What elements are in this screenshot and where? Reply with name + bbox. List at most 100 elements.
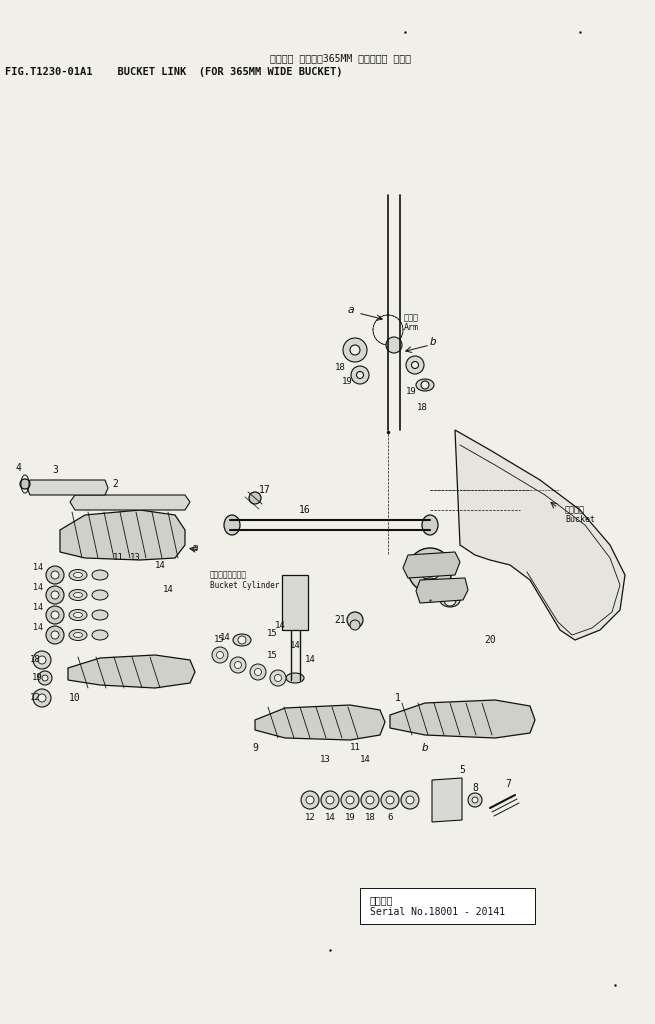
Ellipse shape: [92, 610, 108, 620]
Circle shape: [46, 606, 64, 624]
Circle shape: [421, 381, 429, 389]
Text: 10: 10: [69, 693, 81, 703]
Ellipse shape: [422, 515, 438, 535]
Circle shape: [249, 492, 261, 504]
Bar: [282, 575, 308, 630]
Polygon shape: [432, 778, 462, 822]
Circle shape: [350, 345, 360, 355]
Polygon shape: [70, 495, 190, 510]
Text: 19: 19: [345, 813, 356, 822]
Text: 14: 14: [155, 560, 165, 569]
Text: b: b: [430, 337, 437, 347]
Text: 3: 3: [52, 465, 58, 475]
Text: 14: 14: [305, 655, 315, 665]
Ellipse shape: [92, 590, 108, 600]
Circle shape: [411, 361, 419, 369]
Text: 11: 11: [350, 743, 360, 753]
Text: 18: 18: [30, 655, 41, 665]
Text: 11: 11: [113, 554, 123, 562]
Circle shape: [420, 560, 440, 580]
Text: 14: 14: [274, 621, 286, 630]
Circle shape: [321, 791, 339, 809]
Circle shape: [274, 675, 282, 682]
Polygon shape: [68, 655, 195, 688]
Text: 19: 19: [406, 387, 417, 396]
Circle shape: [346, 796, 354, 804]
Polygon shape: [60, 510, 185, 560]
Circle shape: [406, 796, 414, 804]
Text: 15: 15: [267, 630, 278, 639]
Circle shape: [401, 791, 419, 809]
Circle shape: [412, 552, 448, 588]
Circle shape: [350, 620, 360, 630]
Circle shape: [38, 694, 46, 702]
Text: 9: 9: [252, 743, 258, 753]
Circle shape: [51, 571, 59, 579]
Text: 7: 7: [505, 779, 511, 790]
Ellipse shape: [69, 590, 87, 600]
Ellipse shape: [69, 630, 87, 640]
Text: 13: 13: [320, 756, 330, 765]
Circle shape: [347, 612, 363, 628]
Text: 1: 1: [395, 693, 401, 703]
Circle shape: [406, 356, 424, 374]
Circle shape: [361, 791, 379, 809]
Ellipse shape: [416, 379, 434, 391]
Text: 12: 12: [305, 813, 315, 822]
Circle shape: [425, 585, 435, 595]
Circle shape: [408, 548, 452, 592]
Text: 14: 14: [360, 756, 370, 765]
Text: 12: 12: [30, 693, 41, 702]
Text: 14: 14: [162, 586, 174, 595]
Text: 14: 14: [33, 563, 43, 572]
Circle shape: [343, 338, 367, 362]
Circle shape: [306, 796, 314, 804]
Circle shape: [422, 562, 438, 578]
Text: 14: 14: [33, 624, 43, 633]
Text: バケットシリンダ: バケットシリンダ: [210, 570, 247, 580]
Polygon shape: [416, 578, 468, 603]
Ellipse shape: [233, 634, 251, 646]
Ellipse shape: [92, 630, 108, 640]
Text: 19: 19: [342, 378, 353, 386]
Circle shape: [255, 669, 261, 676]
Circle shape: [468, 793, 482, 807]
Circle shape: [386, 337, 402, 353]
Text: 14: 14: [33, 603, 43, 612]
Ellipse shape: [73, 593, 83, 597]
Text: 18: 18: [417, 402, 428, 412]
Polygon shape: [255, 705, 385, 740]
Bar: [360, 888, 535, 924]
Circle shape: [38, 671, 52, 685]
Circle shape: [46, 626, 64, 644]
Text: 16: 16: [299, 505, 311, 515]
Text: バケット リンク（365MM 幅バケット ヨウ）: バケット リンク（365MM 幅バケット ヨウ）: [270, 53, 411, 63]
Text: 15: 15: [267, 651, 278, 660]
Polygon shape: [403, 552, 460, 578]
Circle shape: [42, 675, 48, 681]
Ellipse shape: [69, 569, 87, 581]
Circle shape: [51, 591, 59, 599]
Circle shape: [472, 797, 478, 803]
Polygon shape: [27, 480, 108, 495]
Text: 20: 20: [484, 635, 496, 645]
Text: a: a: [192, 543, 198, 553]
Circle shape: [46, 566, 64, 584]
Text: バケット: バケット: [565, 506, 585, 514]
Ellipse shape: [224, 515, 240, 535]
Circle shape: [351, 366, 369, 384]
Polygon shape: [455, 430, 625, 640]
Text: 14: 14: [325, 813, 335, 822]
Text: 8: 8: [472, 783, 478, 793]
Text: 21: 21: [334, 615, 346, 625]
Text: 19: 19: [32, 674, 43, 683]
Ellipse shape: [440, 593, 460, 607]
Text: 14: 14: [290, 640, 301, 649]
Text: 15: 15: [214, 636, 225, 644]
Circle shape: [20, 479, 30, 489]
Text: Arm: Arm: [404, 324, 419, 333]
Polygon shape: [390, 700, 535, 738]
Circle shape: [301, 791, 319, 809]
Circle shape: [444, 594, 456, 606]
Circle shape: [230, 657, 246, 673]
